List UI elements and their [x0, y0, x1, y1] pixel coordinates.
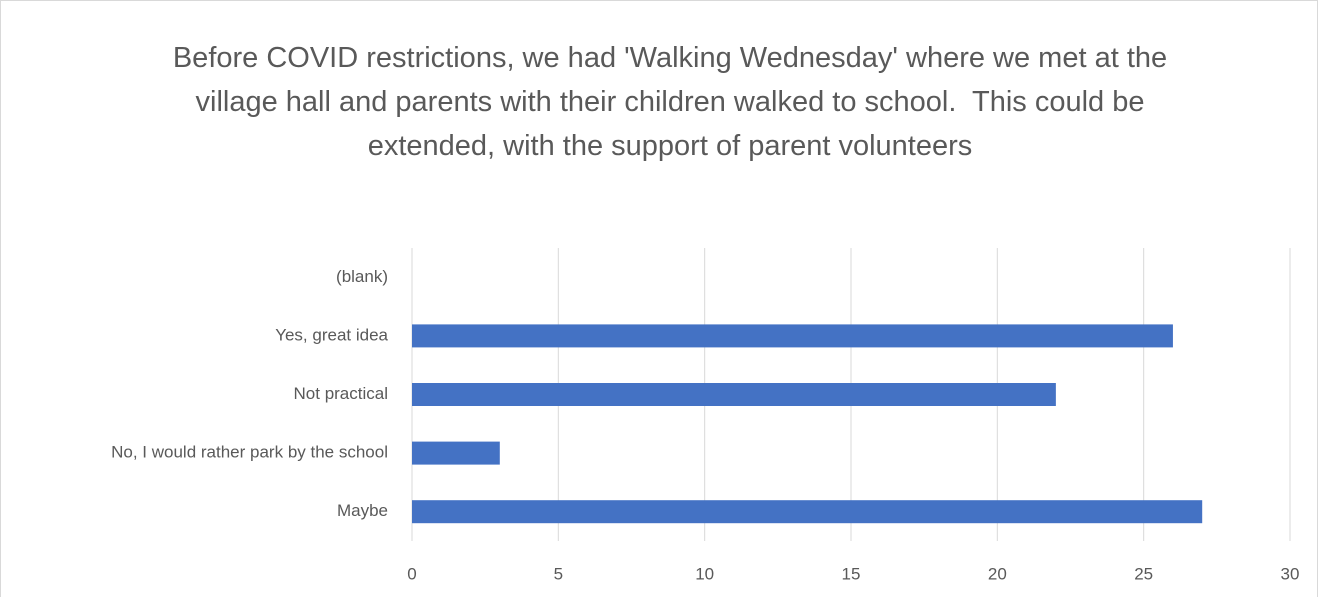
x-tick-label: 15	[842, 564, 861, 583]
y-tick-label: No, I would rather park by the school	[111, 443, 388, 462]
chart-title: Before COVID restrictions, we had 'Walki…	[172, 42, 1176, 162]
y-tick-label: Yes, great idea	[275, 325, 388, 344]
bar	[412, 500, 1203, 524]
y-tick-label: (blank)	[336, 267, 388, 286]
x-tick-label: 20	[988, 564, 1007, 583]
bar	[412, 324, 1173, 348]
x-tick-label: 25	[1134, 564, 1153, 583]
y-tick-label: Maybe	[337, 501, 388, 520]
x-tick-label: 0	[407, 564, 416, 583]
x-tick-label: 5	[554, 564, 563, 583]
x-tick-label: 30	[1281, 564, 1300, 583]
y-tick-label: Not practical	[294, 384, 388, 403]
bar	[412, 383, 1056, 406]
x-tick-label: 10	[695, 564, 714, 583]
bar	[412, 441, 500, 465]
